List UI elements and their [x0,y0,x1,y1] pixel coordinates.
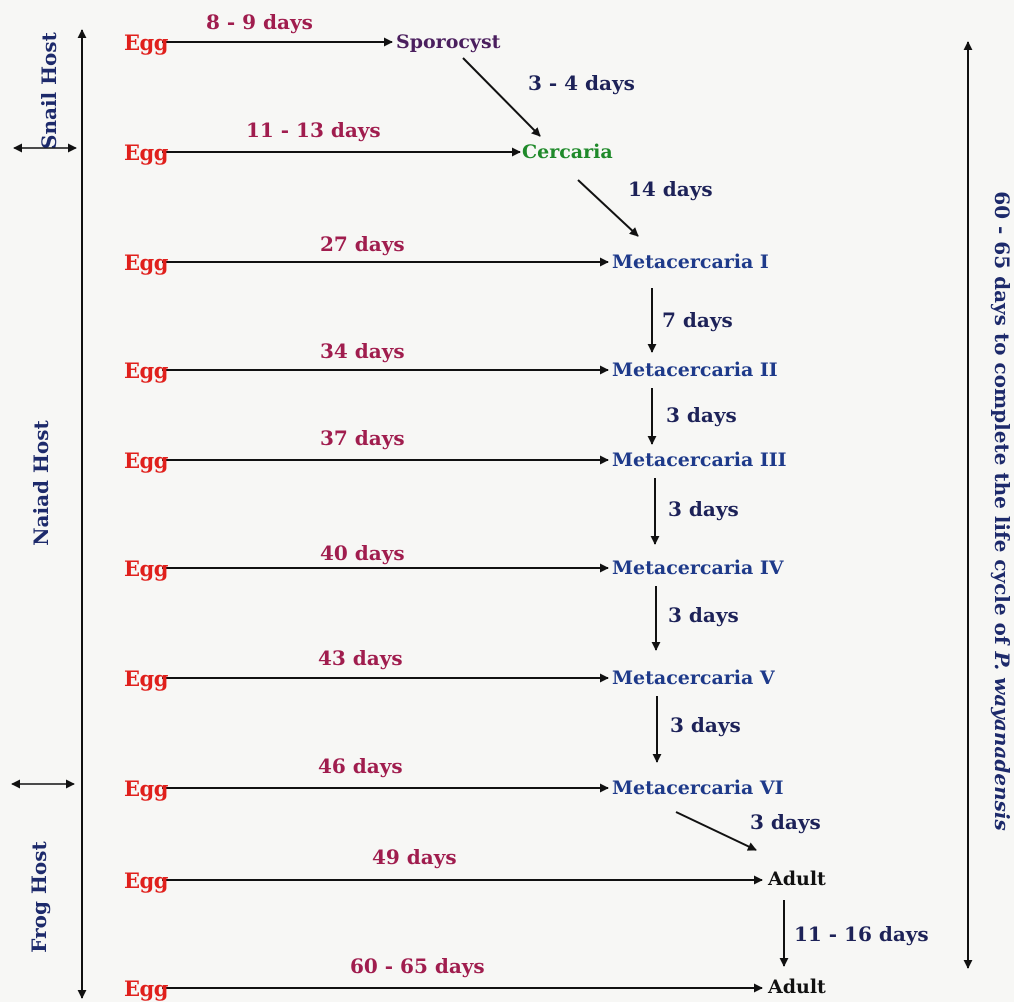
snail-host-label: Snail Host [37,32,61,149]
row-duration-label: 46 days [318,754,403,778]
stage-adult: Adult [768,868,826,890]
frog-host-label: Frog Host [27,841,51,953]
egg-label: Egg [124,868,168,893]
row-duration-label: 60 - 65 days [350,954,485,978]
row-duration-label: 43 days [318,646,403,670]
interval-label: 7 days [662,308,733,332]
stage-cercaria: Cercaria [522,141,613,163]
interval-label: 3 days [750,810,821,834]
stage-metacercaria-6: Metacercaria VI [612,777,784,799]
row-duration-label: 8 - 9 days [206,10,313,34]
egg-label: Egg [124,556,168,581]
egg-label: Egg [124,776,168,801]
transition-arrow-sporocyst-cercaria [462,57,541,137]
stage-metacercaria-2: Metacercaria II [612,359,778,381]
stage-adult-final: Adult [768,976,826,998]
row-duration-label: 40 days [320,541,405,565]
total-duration-label: 60 - 65 days to complete the life cycle … [988,161,1014,861]
naiad-host-label: Naiad Host [29,420,53,546]
egg-label: Egg [124,666,168,691]
interval-label: 3 - 4 days [528,71,635,95]
row-duration-label: 34 days [320,339,405,363]
row-duration-label: 27 days [320,232,405,256]
stage-metacercaria-3: Metacercaria III [612,449,787,471]
stage-sporocyst: Sporocyst [396,31,501,53]
row-duration-label: 37 days [320,426,405,450]
total-duration-text: 60 - 65 days to complete the life cycle … [990,191,1014,652]
stage-metacercaria-1: Metacercaria I [612,251,769,273]
egg-label: Egg [124,448,168,473]
stage-metacercaria-5: Metacercaria V [612,667,775,689]
egg-label: Egg [124,976,168,1001]
transition-arrow-metacercaria-6-adult [675,811,757,851]
interval-label: 3 days [666,403,737,427]
row-duration-label: 49 days [372,845,457,869]
row-duration-label: 11 - 13 days [246,118,381,142]
egg-label: Egg [124,30,168,55]
interval-label: 3 days [668,497,739,521]
transition-arrow-cercaria-metacercaria-1 [577,179,639,237]
interval-label: 11 - 16 days [794,922,929,946]
interval-label: 3 days [668,603,739,627]
species-name: P. wayanadensis [990,651,1014,831]
egg-label: Egg [124,140,168,165]
interval-label: 3 days [670,713,741,737]
stage-metacercaria-4: Metacercaria IV [612,557,784,579]
interval-label: 14 days [628,177,713,201]
egg-label: Egg [124,250,168,275]
egg-label: Egg [124,358,168,383]
